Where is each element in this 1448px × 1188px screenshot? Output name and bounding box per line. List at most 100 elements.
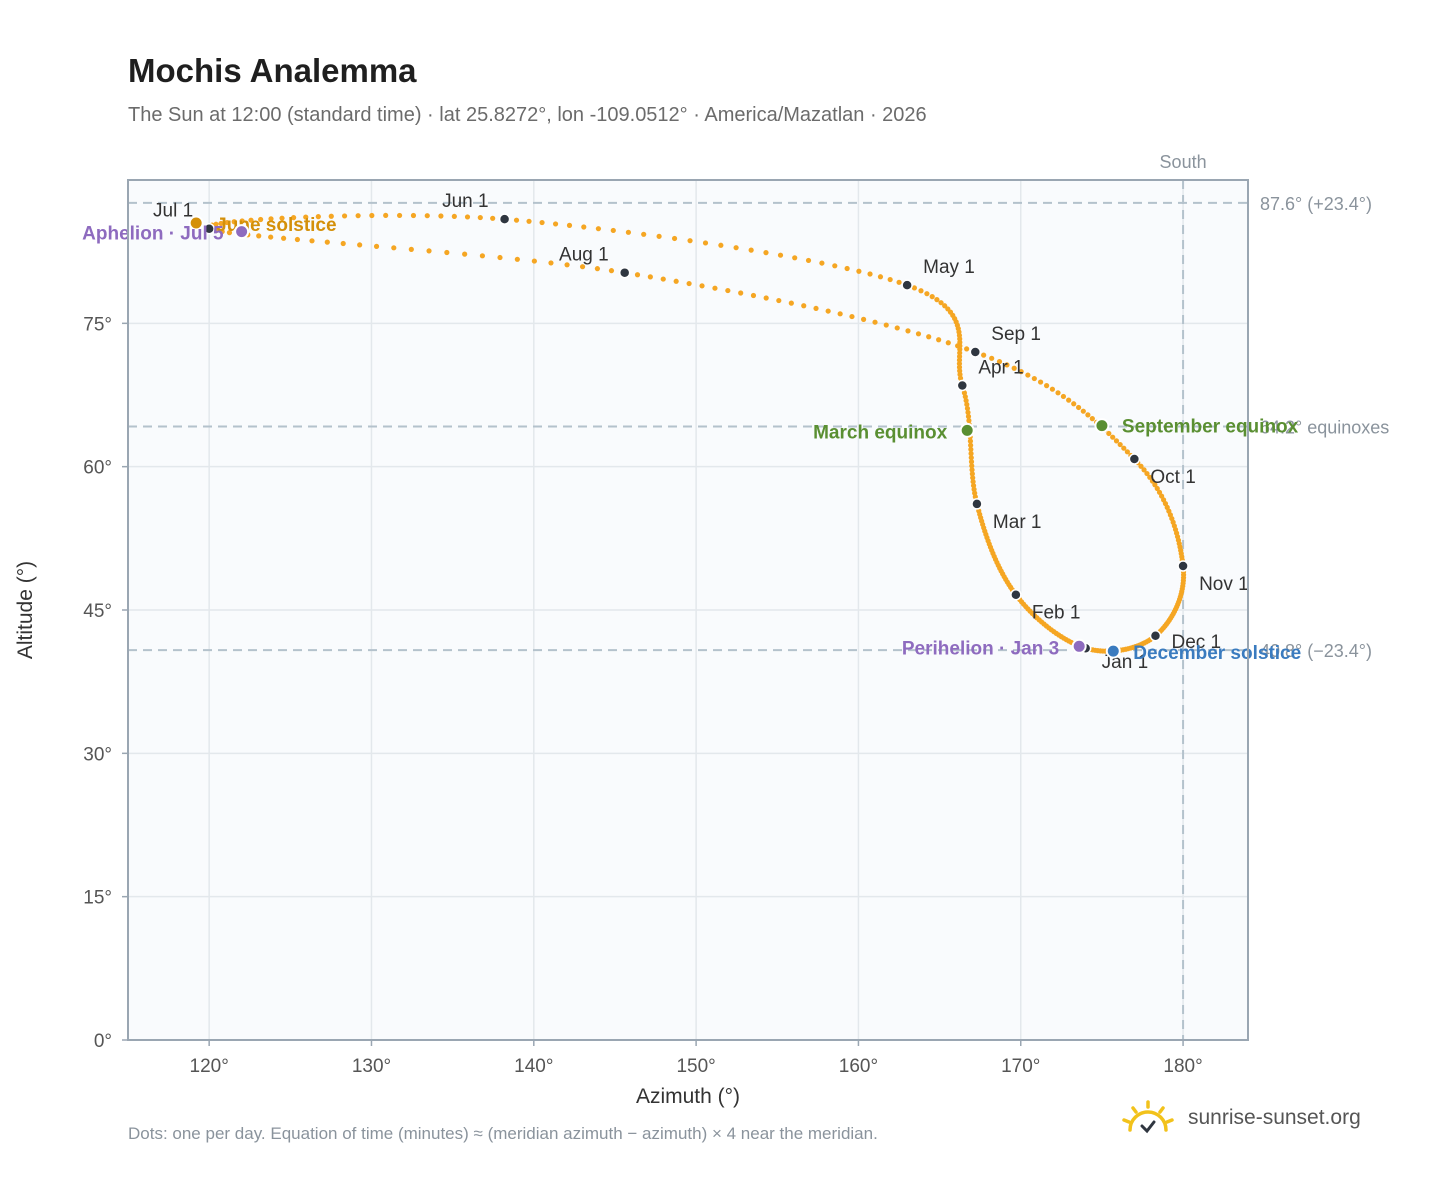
daily-dot bbox=[971, 486, 977, 492]
daily-dot bbox=[671, 235, 678, 242]
daily-dot bbox=[1113, 438, 1120, 444]
daily-dot bbox=[1154, 485, 1160, 492]
month-label: Jul 1 bbox=[153, 201, 193, 222]
daily-dot bbox=[844, 265, 850, 272]
daily-dot bbox=[883, 322, 889, 328]
daily-dot bbox=[942, 303, 948, 309]
daily-dot bbox=[309, 238, 315, 244]
daily-dot bbox=[1156, 489, 1163, 495]
daily-dot bbox=[239, 218, 245, 224]
daily-dot bbox=[258, 216, 264, 223]
daily-dot bbox=[825, 308, 831, 314]
analemma-curve bbox=[205, 212, 1187, 654]
month-marker bbox=[1010, 588, 1022, 601]
daily-dot bbox=[712, 285, 718, 291]
daily-dot bbox=[231, 219, 237, 225]
daily-dot bbox=[268, 216, 274, 222]
daily-dot bbox=[956, 361, 963, 367]
daily-dot bbox=[856, 268, 862, 274]
month-label: Apr 1 bbox=[978, 357, 1023, 378]
daily-dot bbox=[1106, 430, 1112, 437]
month-marker bbox=[969, 346, 982, 358]
daily-dot bbox=[355, 213, 361, 219]
daily-dot bbox=[1085, 412, 1091, 418]
x-tick-label: 130° bbox=[352, 1056, 391, 1077]
daily-dot bbox=[566, 222, 573, 228]
brand-name: sunrise-sunset.org bbox=[1188, 1106, 1361, 1129]
daily-dot bbox=[1124, 449, 1130, 455]
month-label: Feb 1 bbox=[1032, 603, 1081, 624]
daily-dot bbox=[929, 294, 935, 300]
daily-dot bbox=[579, 264, 586, 270]
daily-dot bbox=[256, 233, 262, 239]
daily-dot bbox=[226, 229, 233, 236]
daily-dot bbox=[1121, 445, 1127, 451]
daily-dot bbox=[391, 245, 397, 251]
daily-dot bbox=[763, 295, 769, 301]
daily-dot bbox=[634, 272, 641, 278]
daily-dot bbox=[608, 268, 615, 274]
x-tick-label: 140° bbox=[514, 1056, 553, 1077]
month-marker bbox=[618, 266, 631, 279]
daily-dot bbox=[965, 409, 971, 416]
event-label: Perihelion · Jan 3 bbox=[902, 638, 1059, 659]
y-tick-label: 0° bbox=[94, 1031, 112, 1052]
y-tick-label: 75° bbox=[83, 314, 112, 335]
daily-dot bbox=[965, 413, 972, 420]
daily-dot bbox=[1110, 434, 1116, 440]
month-label: Sep 1 bbox=[991, 324, 1041, 345]
daily-dot bbox=[424, 213, 430, 219]
month-marker bbox=[956, 379, 969, 392]
daily-dot bbox=[369, 212, 375, 219]
daily-dot bbox=[813, 305, 819, 312]
daily-dot bbox=[915, 331, 922, 337]
daily-dot bbox=[444, 249, 450, 256]
daily-dot bbox=[340, 240, 346, 247]
daily-dot bbox=[426, 248, 432, 254]
daily-dot bbox=[969, 467, 975, 473]
daily-dot bbox=[905, 328, 911, 334]
daily-dot bbox=[1055, 390, 1061, 396]
daily-dot bbox=[967, 438, 974, 444]
daily-dot bbox=[788, 300, 794, 306]
daily-dot bbox=[968, 446, 974, 453]
y-tick-label: 45° bbox=[83, 601, 112, 622]
daily-dot bbox=[860, 316, 867, 322]
daily-dot bbox=[1141, 467, 1147, 473]
daily-dot bbox=[1080, 408, 1086, 414]
daily-dot bbox=[610, 227, 616, 234]
month-label: Aug 1 bbox=[559, 245, 609, 266]
daily-dot bbox=[1138, 463, 1144, 469]
daily-dot bbox=[490, 215, 496, 221]
brand[interactable]: sunrise-sunset.org bbox=[1120, 1100, 1361, 1136]
month-label: Oct 1 bbox=[1150, 467, 1195, 488]
daily-dot bbox=[641, 231, 647, 237]
month-marker bbox=[203, 222, 215, 235]
reference-line-label: 40.8° (−23.4°) bbox=[1260, 641, 1372, 661]
daily-dot bbox=[969, 463, 975, 469]
daily-dot bbox=[1149, 478, 1156, 484]
daily-dot bbox=[981, 352, 987, 358]
daily-dot bbox=[357, 242, 363, 248]
daily-dot bbox=[1089, 416, 1095, 422]
daily-dot bbox=[552, 221, 559, 227]
daily-dot bbox=[281, 235, 287, 241]
daily-dot bbox=[514, 256, 520, 262]
event-label: March equinox bbox=[813, 422, 948, 443]
chart-title: Mochis Analemma bbox=[128, 52, 417, 89]
month-marker bbox=[498, 213, 511, 225]
daily-dot bbox=[748, 247, 754, 253]
daily-dot bbox=[1075, 404, 1082, 411]
daily-dot bbox=[595, 226, 602, 232]
daily-dot bbox=[877, 274, 884, 280]
reference-lines: 87.6° (+23.4°) 64.2° equinoxes 40.8° (−23.… bbox=[128, 152, 1389, 1040]
y-tick-label: 30° bbox=[83, 744, 112, 765]
daily-dot bbox=[924, 291, 930, 297]
chart-subtitle: The Sun at 12:00 (standard time) · lat 2… bbox=[128, 104, 927, 126]
daily-dot bbox=[955, 343, 961, 349]
month-marker bbox=[901, 279, 913, 291]
daily-dot bbox=[968, 455, 974, 461]
daily-dot bbox=[801, 303, 807, 309]
